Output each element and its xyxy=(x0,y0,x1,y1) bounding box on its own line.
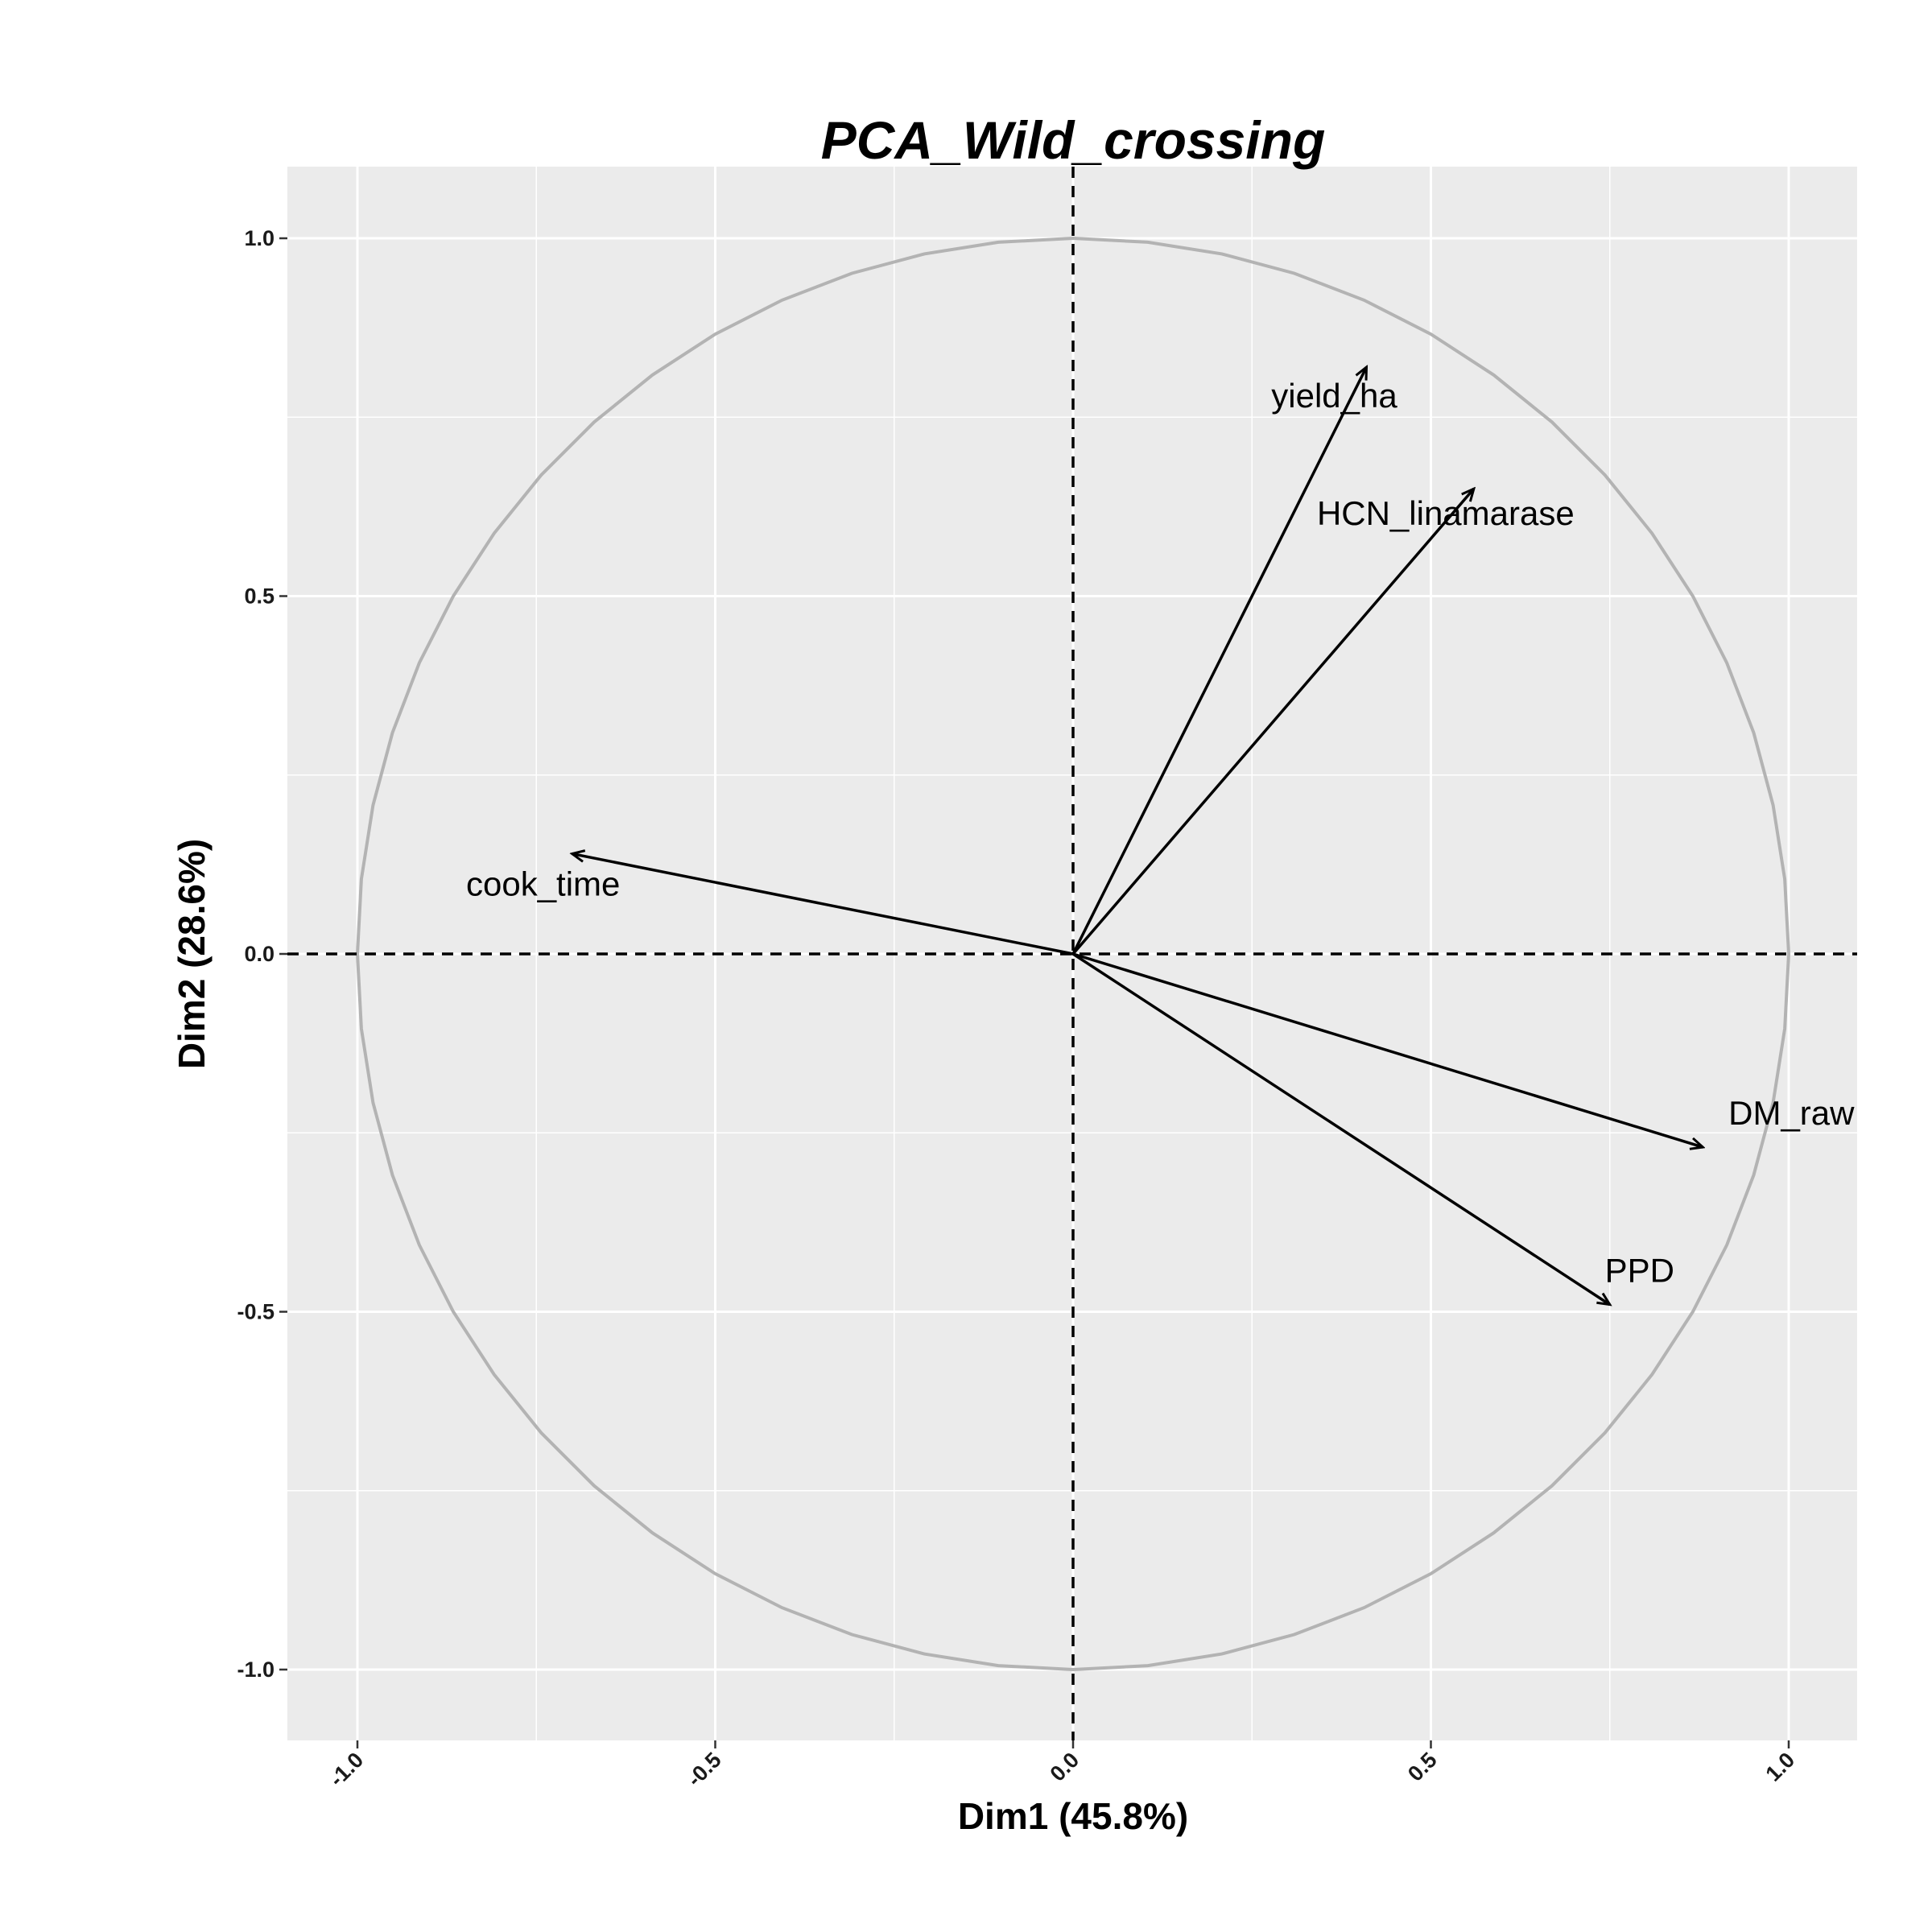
variable-label-cook_time: cook_time xyxy=(466,865,620,903)
arrow-HCN_linamarase xyxy=(1071,489,1474,956)
y-tick-label: 1.0 xyxy=(244,226,275,250)
x-tick-label: 0.0 xyxy=(1045,1748,1084,1786)
variable-label-PPD: PPD xyxy=(1605,1252,1674,1290)
y-tick-label: 0.5 xyxy=(244,584,275,609)
variable-label-HCN_linamarase: HCN_linamarase xyxy=(1317,494,1575,532)
variable-label-yield_ha: yield_ha xyxy=(1271,377,1397,415)
x-tick-label: 0.5 xyxy=(1403,1748,1442,1786)
x-tick-label: -1.0 xyxy=(324,1748,368,1791)
y-tick-label: -1.0 xyxy=(237,1657,275,1682)
x-tick-label: 1.0 xyxy=(1761,1748,1799,1786)
arrow-cook_time xyxy=(572,854,1074,956)
chart-title: PCA_Wild_crossing xyxy=(821,110,1326,170)
y-axis-title: Dim2 (28.6%) xyxy=(171,839,213,1069)
arrow-PPD xyxy=(1072,952,1610,1305)
variable-arrows: yield_ha HCN_linamarase cook_time DM_raw PPD xyxy=(466,367,1855,1305)
unit-circle xyxy=(355,236,1791,1672)
variable-label-DM_raw: DM_raw xyxy=(1728,1094,1855,1132)
x-tick-label: -0.5 xyxy=(683,1748,726,1791)
arrow-DM_raw xyxy=(1072,952,1703,1147)
y-tick-label: -0.5 xyxy=(237,1300,275,1324)
y-tick-label: 0.0 xyxy=(244,942,275,966)
arrow-yield_ha xyxy=(1071,367,1366,955)
x-axis-title: Dim1 (45.8%) xyxy=(958,1795,1188,1837)
